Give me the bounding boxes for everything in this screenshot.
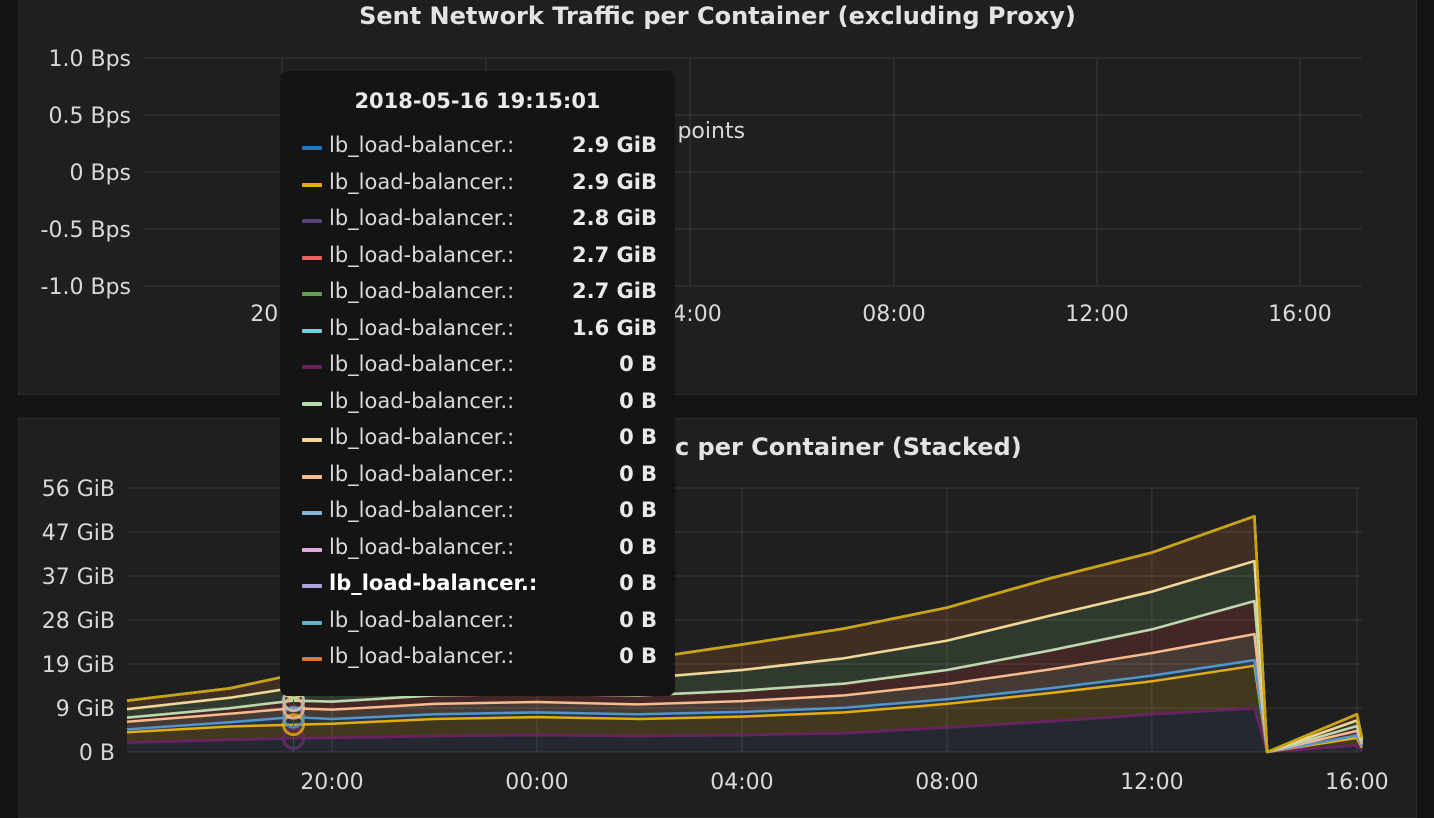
tooltip-series-label: lb_load-balancer.: bbox=[329, 206, 515, 230]
tooltip-series-value: 0 B bbox=[619, 534, 657, 559]
tooltip-row: lb_load-balancer.: 2.9 GiB bbox=[302, 168, 657, 198]
tooltip-timestamp: 2018-05-16 19:15:01 bbox=[354, 89, 601, 113]
chart2-y-tick-label: 37 GiB bbox=[42, 565, 115, 590]
tooltip-row: lb_load-balancer.: 2.8 GiB bbox=[302, 204, 657, 234]
tooltip-series-value: 0 B bbox=[619, 571, 657, 595]
chart2-x-tick-label: 00:00 bbox=[505, 770, 568, 795]
chart2-x-tick-label: 04:00 bbox=[710, 770, 773, 795]
tooltip-series-label: lb_load-balancer.: bbox=[329, 534, 515, 559]
chart2-series-area bbox=[127, 601, 1362, 752]
tooltip-row: lb_load-balancer.: 0 B bbox=[302, 387, 657, 417]
chart2-hover-marker bbox=[282, 713, 306, 737]
tooltip-row: lb_load-balancer.: 0 B bbox=[302, 423, 657, 453]
tooltip-series-swatch bbox=[302, 219, 322, 223]
tooltip-row: lb_load-balancer.: 0 B bbox=[302, 460, 657, 490]
tooltip-row: lb_load-balancer.: 0 B bbox=[302, 642, 657, 672]
tooltip-series-value: 0 B bbox=[619, 607, 657, 632]
tooltip-series-label: lb_load-balancer.: bbox=[329, 498, 515, 522]
tooltip-series-value: 2.9 GiB bbox=[572, 169, 657, 194]
tooltip-row: lb_load-balancer.: 0 B bbox=[302, 496, 657, 526]
chart2-series-area bbox=[127, 708, 1362, 752]
tooltip-row: lb_load-balancer.: 0 B bbox=[302, 569, 657, 599]
chart2-series-area bbox=[127, 634, 1362, 752]
tooltip-series-value: 0 B bbox=[619, 498, 657, 522]
tooltip-series-label: lb_load-balancer.: bbox=[329, 352, 515, 376]
chart2-series-line bbox=[126, 706, 1363, 754]
tooltip-series-label: lb_load-balancer.: bbox=[329, 315, 515, 340]
chart1-y-tick-label: 0 Bps bbox=[69, 161, 131, 186]
chart2-x-tick-label: 16:00 bbox=[1325, 770, 1388, 795]
chart1-x-tick-label: 12:00 bbox=[1065, 302, 1128, 327]
tooltip-series-label: lb_load-balancer.: bbox=[329, 388, 515, 413]
tooltip-series-value: 2.9 GiB bbox=[572, 133, 657, 157]
tooltip-row: lb_load-balancer.: 1.6 GiB bbox=[302, 314, 657, 344]
tooltip-series-swatch bbox=[302, 584, 322, 588]
tooltip-series-label: lb_load-balancer.: bbox=[329, 242, 515, 267]
chart2-y-tick-label: 0 B bbox=[79, 741, 115, 766]
tooltip-series-value: 0 B bbox=[619, 461, 657, 486]
tooltip-series-value: 0 B bbox=[619, 425, 657, 449]
chart2-y-tick-label: 47 GiB bbox=[42, 521, 115, 546]
tooltip-series-value: 2.7 GiB bbox=[572, 279, 657, 303]
tooltip-series-value: 2.7 GiB bbox=[572, 242, 657, 267]
tooltip-series-label: lb_load-balancer.: bbox=[329, 169, 515, 194]
tooltip-series-swatch bbox=[302, 474, 322, 479]
tooltip-series-swatch bbox=[302, 657, 322, 661]
tooltip-series-value: 1.6 GiB bbox=[572, 315, 657, 340]
tooltip-series-label: lb_load-balancer.: bbox=[329, 425, 515, 449]
tooltip-series-swatch bbox=[302, 292, 322, 296]
tooltip-series-swatch bbox=[302, 182, 322, 187]
chart1-x-tick-label: 08:00 bbox=[862, 302, 925, 327]
chart1-y-tick-label: 1.0 Bps bbox=[49, 47, 132, 72]
tooltip-row: lb_load-balancer.: 0 B bbox=[302, 533, 657, 563]
chart2-series-area bbox=[127, 665, 1362, 752]
chart2-x-tick-label: 12:00 bbox=[1120, 770, 1183, 795]
tooltip-series-swatch bbox=[302, 620, 322, 625]
chart2-y-tick-label: 9 GiB bbox=[56, 697, 115, 722]
tooltip-row: lb_load-balancer.: 0 B bbox=[302, 350, 657, 380]
tooltip-series-label: lb_load-balancer.: bbox=[329, 607, 515, 632]
chart2-hover-marker bbox=[282, 705, 306, 729]
chart1-x-tick-label: 16:00 bbox=[1268, 302, 1331, 327]
tooltip-series-value: 0 B bbox=[619, 644, 657, 668]
chart2-series-line bbox=[126, 658, 1364, 754]
chart2-x-tick-label: 08:00 bbox=[915, 770, 978, 795]
tooltip-series-swatch bbox=[302, 328, 322, 333]
chart2-series-area bbox=[127, 561, 1362, 752]
tooltip-series-label: lb_load-balancer.: bbox=[329, 461, 515, 486]
tooltip-row: lb_load-balancer.: 2.7 GiB bbox=[302, 241, 657, 271]
tooltip-series-value: 0 B bbox=[619, 352, 657, 376]
tooltip-row: lb_load-balancer.: 2.9 GiB bbox=[302, 131, 657, 161]
chart2-y-tick-label: 19 GiB bbox=[42, 653, 115, 678]
chart1-y-tick-label: -0.5 Bps bbox=[41, 218, 131, 243]
chart2-series-line bbox=[126, 632, 1364, 754]
tooltip-series-swatch bbox=[302, 547, 322, 552]
chart2-y-tick-label: 56 GiB bbox=[42, 477, 115, 502]
tooltip-series-swatch bbox=[302, 365, 322, 369]
tooltip-series-swatch bbox=[302, 255, 322, 260]
tooltip-row: lb_load-balancer.: 2.7 GiB bbox=[302, 277, 657, 307]
chart1-y-tick-label: 0.5 Bps bbox=[49, 104, 132, 129]
bottom-panel: Sent Network Traffic per Container (Stac… bbox=[18, 418, 1417, 818]
chart2-series-area bbox=[127, 516, 1362, 752]
tooltip-series-label: lb_load-balancer.: bbox=[329, 133, 515, 157]
tooltip-series-swatch bbox=[302, 438, 322, 442]
tooltip-series-swatch bbox=[302, 146, 322, 150]
chart2-y-tick-label: 28 GiB bbox=[42, 609, 115, 634]
tooltip-row: lb_load-balancer.: 0 B bbox=[302, 606, 657, 636]
chart1-title[interactable]: Sent Network Traffic per Container (excl… bbox=[359, 2, 1076, 30]
hover-tooltip: 2018-05-16 19:15:01 lb_load-balancer.: 2.… bbox=[280, 71, 675, 696]
tooltip-series-swatch bbox=[302, 401, 322, 406]
tooltip-series-swatch bbox=[302, 511, 322, 515]
top-panel: Sent Network Traffic per Container (excl… bbox=[18, 0, 1417, 395]
tooltip-series-label: lb_load-balancer.: bbox=[329, 571, 538, 595]
tooltip-series-value: 0 B bbox=[619, 388, 657, 413]
tooltip-series-value: 2.8 GiB bbox=[572, 206, 657, 230]
chart2-x-tick-label: 20:00 bbox=[300, 770, 363, 795]
tooltip-series-label: lb_load-balancer.: bbox=[329, 644, 515, 668]
chart1-y-tick-label: -1.0 Bps bbox=[41, 275, 131, 300]
tooltip-series-label: lb_load-balancer.: bbox=[329, 279, 515, 303]
chart2-series-line bbox=[126, 599, 1364, 754]
